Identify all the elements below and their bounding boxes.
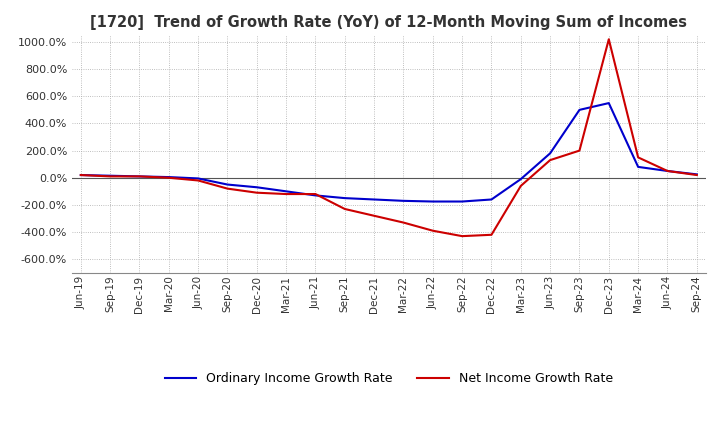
Net Income Growth Rate (253, 190, 261, 195)
Net Income Growth Rate (399, 220, 408, 225)
Ordinary Income Growth Rate (341, 195, 349, 201)
Net Income Growth Rate (106, 174, 114, 179)
Legend: Ordinary Income Growth Rate, Net Income Growth Rate: Ordinary Income Growth Rate, Net Income … (160, 367, 618, 390)
Line: Ordinary Income Growth Rate: Ordinary Income Growth Rate (81, 103, 697, 202)
Net Income Growth Rate (282, 191, 290, 197)
Ordinary Income Growth Rate (546, 150, 554, 156)
Net Income Growth Rate (370, 213, 379, 218)
Ordinary Income Growth Rate (223, 182, 232, 187)
Ordinary Income Growth Rate (663, 169, 672, 174)
Ordinary Income Growth Rate (282, 189, 290, 194)
Net Income Growth Rate (428, 228, 437, 233)
Ordinary Income Growth Rate (575, 107, 584, 113)
Ordinary Income Growth Rate (311, 193, 320, 198)
Ordinary Income Growth Rate (487, 197, 496, 202)
Net Income Growth Rate (164, 175, 173, 180)
Net Income Growth Rate (223, 186, 232, 191)
Ordinary Income Growth Rate (428, 199, 437, 204)
Ordinary Income Growth Rate (76, 172, 85, 178)
Net Income Growth Rate (634, 155, 642, 160)
Net Income Growth Rate (135, 174, 144, 179)
Ordinary Income Growth Rate (458, 199, 467, 204)
Ordinary Income Growth Rate (253, 185, 261, 190)
Net Income Growth Rate (194, 178, 202, 183)
Ordinary Income Growth Rate (135, 174, 144, 179)
Net Income Growth Rate (311, 191, 320, 197)
Net Income Growth Rate (663, 169, 672, 174)
Net Income Growth Rate (516, 183, 525, 189)
Ordinary Income Growth Rate (370, 197, 379, 202)
Net Income Growth Rate (341, 206, 349, 212)
Ordinary Income Growth Rate (164, 174, 173, 180)
Ordinary Income Growth Rate (693, 172, 701, 177)
Net Income Growth Rate (487, 232, 496, 238)
Ordinary Income Growth Rate (634, 164, 642, 169)
Net Income Growth Rate (575, 148, 584, 153)
Net Income Growth Rate (458, 234, 467, 239)
Line: Net Income Growth Rate: Net Income Growth Rate (81, 39, 697, 236)
Title: [1720]  Trend of Growth Rate (YoY) of 12-Month Moving Sum of Incomes: [1720] Trend of Growth Rate (YoY) of 12-… (90, 15, 688, 30)
Ordinary Income Growth Rate (194, 176, 202, 181)
Ordinary Income Growth Rate (399, 198, 408, 203)
Net Income Growth Rate (546, 158, 554, 163)
Net Income Growth Rate (605, 37, 613, 42)
Net Income Growth Rate (693, 172, 701, 178)
Ordinary Income Growth Rate (605, 100, 613, 106)
Net Income Growth Rate (76, 172, 85, 178)
Ordinary Income Growth Rate (516, 176, 525, 182)
Ordinary Income Growth Rate (106, 173, 114, 178)
